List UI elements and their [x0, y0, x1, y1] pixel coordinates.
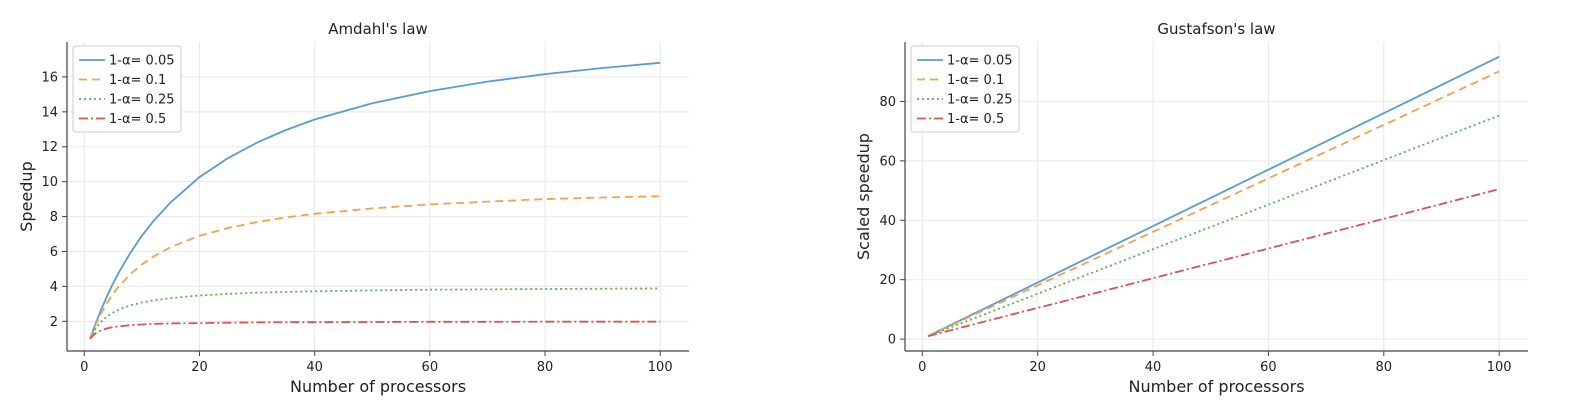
- x-tick-label: 80: [537, 360, 554, 375]
- gustafson-chart: 0 20 40 60 80 100 0 20 40 60 80 Gustafson's law Numb…: [854, 20, 1528, 396]
- series-line-0: [927, 55, 1500, 337]
- x-tick-label: 40: [306, 360, 323, 375]
- legend-label-2: 1-α= 0.25: [947, 93, 1013, 108]
- chart-title: Amdahl's law: [328, 20, 428, 38]
- x-tick-label: 20: [1029, 360, 1046, 375]
- y-tick-label: 8: [50, 210, 58, 225]
- y-tick-label: 10: [41, 175, 58, 190]
- y-tick-label: 20: [879, 273, 896, 288]
- x-tick-label: 100: [1487, 360, 1512, 375]
- series-line-1: [927, 70, 1500, 337]
- series-line-1: [89, 195, 661, 340]
- y-tick-label: 80: [879, 95, 896, 110]
- x-tick-label: 0: [80, 360, 88, 375]
- legend-box: [72, 45, 182, 133]
- legend-label-1: 1-α= 0.1: [109, 73, 166, 88]
- legend-label-1: 1-α= 0.1: [947, 73, 1004, 88]
- series-line-2: [927, 114, 1500, 337]
- y-tick-label: 6: [50, 245, 58, 260]
- y-tick-label: 4: [50, 280, 58, 295]
- x-tick-label: 40: [1145, 360, 1162, 375]
- chart-title: Gustafson's law: [1157, 20, 1275, 38]
- x-tick-label: 80: [1376, 360, 1393, 375]
- x-tick-label: 100: [648, 360, 673, 375]
- y-axis-label: Scaled speedup: [854, 133, 873, 260]
- y-tick-label: 12: [41, 140, 58, 155]
- series-line-3: [89, 320, 661, 340]
- series-line-3: [927, 188, 1500, 337]
- y-tick-label: 14: [41, 105, 58, 120]
- legend-label-2: 1-α= 0.25: [109, 93, 175, 108]
- x-tick-label: 20: [191, 360, 208, 375]
- x-axis-label: Number of processors: [290, 377, 466, 396]
- y-tick-label: 2: [50, 315, 58, 330]
- legend-label-0: 1-α= 0.05: [947, 54, 1013, 69]
- legend-label-0: 1-α= 0.05: [109, 54, 175, 69]
- x-tick-label: 60: [422, 360, 439, 375]
- amdahl-chart: 0 20 40 60 80 100 2 4 6 8 10 12 14 16 Amdahl's law Numb…: [17, 20, 689, 396]
- y-tick-label: 0: [888, 333, 896, 348]
- x-tick-label: 0: [918, 360, 926, 375]
- legend-box: [910, 45, 1020, 133]
- x-axis-label: Number of processors: [1128, 377, 1304, 396]
- y-tick-label: 40: [879, 214, 896, 229]
- y-axis-label: Speedup: [17, 161, 36, 231]
- legend-label-3: 1-α= 0.5: [947, 112, 1004, 127]
- legend-label-3: 1-α= 0.5: [109, 112, 166, 127]
- series-line-2: [89, 287, 661, 340]
- y-tick-label: 60: [879, 154, 896, 169]
- series-line-0: [89, 61, 661, 340]
- y-tick-label: 16: [41, 70, 58, 85]
- x-tick-label: 60: [1260, 360, 1277, 375]
